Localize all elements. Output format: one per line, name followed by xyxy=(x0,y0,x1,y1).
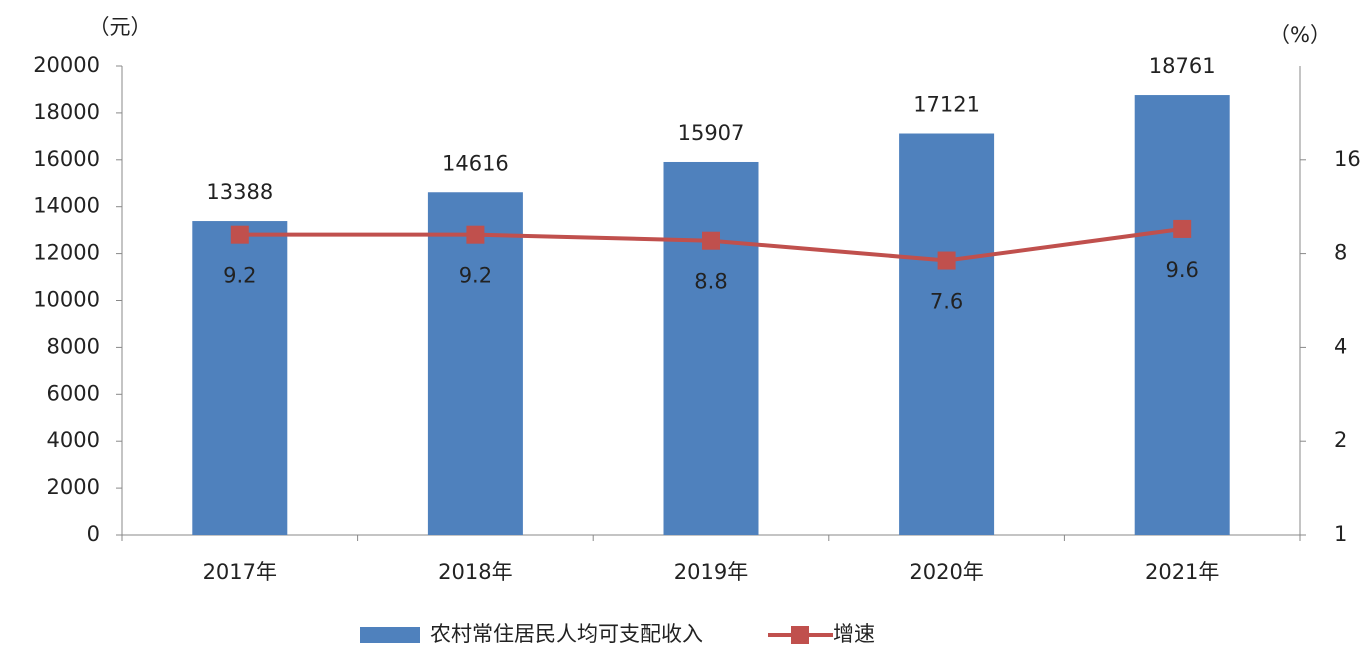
bar xyxy=(663,161,759,536)
bar-value-label: 18761 xyxy=(1149,54,1216,78)
x-tick-label: 2018年 xyxy=(438,560,512,584)
bar xyxy=(1134,95,1230,535)
y2-tick-label: 4 xyxy=(1334,334,1347,358)
bar xyxy=(899,133,995,535)
line-marker xyxy=(230,225,249,244)
bar-value-label: 13388 xyxy=(206,180,273,204)
y-tick-label: 16000 xyxy=(33,147,100,171)
bar xyxy=(192,221,288,536)
y2-tick-label: 1 xyxy=(1334,522,1347,546)
line-marker xyxy=(937,251,956,270)
bar xyxy=(427,192,523,535)
legend-label: 农村常住居民人均可支配收入 xyxy=(430,622,703,646)
y-tick-label: 2000 xyxy=(47,475,100,499)
y2-axis-label: （%） xyxy=(1269,23,1331,47)
x-tick-label: 2020年 xyxy=(909,560,983,584)
line-value-label: 7.6 xyxy=(930,290,963,314)
legend-swatch xyxy=(791,626,809,644)
line-marker xyxy=(466,225,485,244)
y-tick-label: 6000 xyxy=(47,381,100,405)
legend-swatch xyxy=(360,627,420,643)
y-tick-label: 20000 xyxy=(33,53,100,77)
line-marker xyxy=(1173,219,1192,238)
legend-label: 增速 xyxy=(833,622,875,646)
line-value-label: 9.6 xyxy=(1165,258,1198,282)
y2-tick-label: 16 xyxy=(1334,147,1361,171)
y-tick-label: 18000 xyxy=(33,100,100,124)
x-tick-label: 2019年 xyxy=(674,560,748,584)
y2-tick-label: 2 xyxy=(1334,428,1347,452)
bar-value-label: 14616 xyxy=(442,151,509,175)
bar-value-label: 17121 xyxy=(913,93,980,117)
line-value-label: 8.8 xyxy=(694,270,727,294)
bar-value-label: 15907 xyxy=(678,121,745,145)
y-tick-label: 14000 xyxy=(33,194,100,218)
line-value-label: 9.2 xyxy=(223,264,256,288)
line-value-label: 9.2 xyxy=(459,264,492,288)
y-axis-label: （元） xyxy=(89,15,152,39)
y-tick-label: 0 xyxy=(87,522,100,546)
x-tick-label: 2017年 xyxy=(203,560,277,584)
y2-tick-label: 8 xyxy=(1334,241,1347,265)
line-marker xyxy=(702,231,720,250)
x-tick-label: 2021年 xyxy=(1145,560,1219,584)
y-tick-label: 4000 xyxy=(47,428,100,452)
y-tick-label: 12000 xyxy=(33,241,100,265)
y-tick-label: 10000 xyxy=(33,288,100,312)
y-tick-label: 8000 xyxy=(47,334,100,358)
